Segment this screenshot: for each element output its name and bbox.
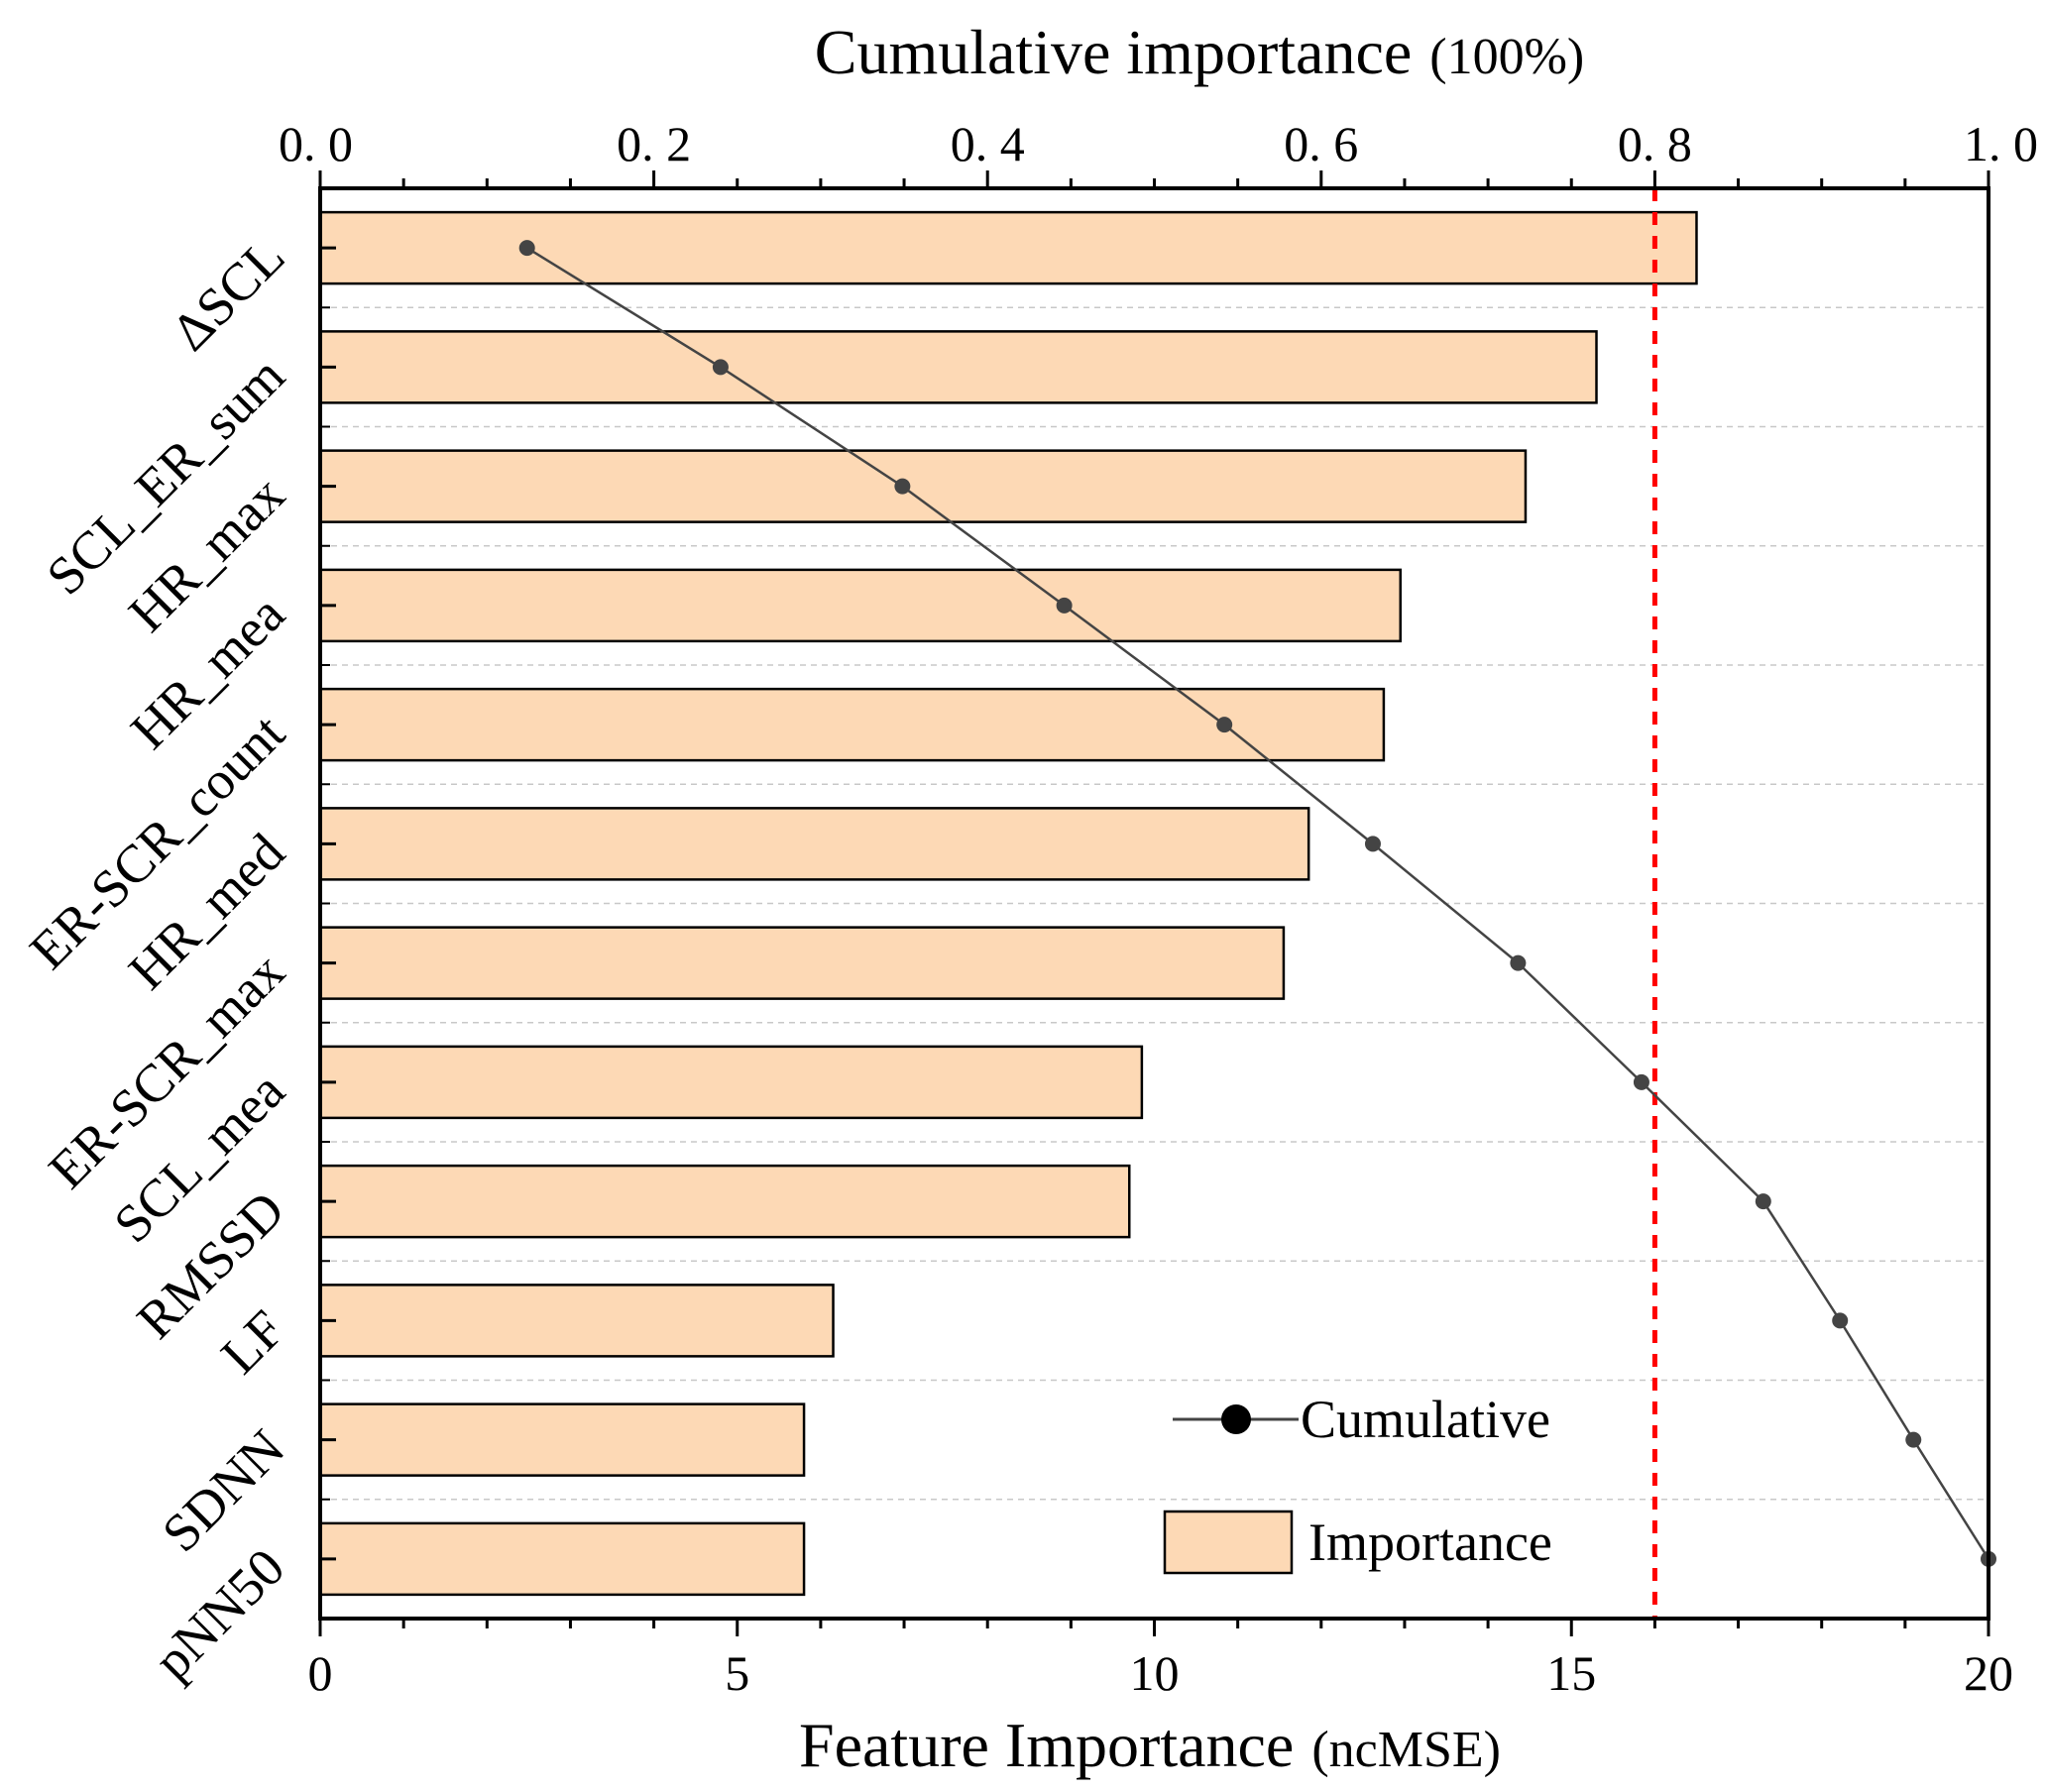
top-axis-title-unit: (100%) xyxy=(1429,29,1584,85)
legend-importance-label: Importance xyxy=(1308,1512,1552,1572)
category-label: pNN50 xyxy=(143,1537,296,1691)
bottom-axis-title-text: Feature Importance xyxy=(799,1710,1294,1780)
bar-pnn50 xyxy=(318,1521,806,1597)
bar-hr-mea xyxy=(318,568,1402,643)
category-label: LF xyxy=(209,1298,295,1385)
axis-ticks xyxy=(318,170,1990,1636)
top-tick-label: 0. 4 xyxy=(951,116,1025,171)
bar-hr-max xyxy=(318,449,1528,523)
cumulative-point-7 xyxy=(1510,954,1527,971)
cumulative-point-4 xyxy=(1056,597,1073,614)
cumulative-point-1 xyxy=(518,240,535,257)
bottom-tick-label: 20 xyxy=(1964,1645,2013,1701)
bar-er-scr-max xyxy=(318,926,1286,1000)
bar-hr-med xyxy=(318,807,1310,881)
legend-cumulative-marker-icon xyxy=(1221,1404,1251,1434)
bar-rmssd xyxy=(318,1164,1131,1239)
category-label: ΔSCL xyxy=(160,226,295,362)
legend: Cumulative Importance xyxy=(1163,1390,1552,1575)
cumulative-point-3 xyxy=(894,478,911,495)
cumulative-point-10 xyxy=(1832,1312,1849,1329)
cumulative-polyline xyxy=(526,247,1990,1560)
cumulative-point-9 xyxy=(1755,1193,1771,1210)
cumulative-point-5 xyxy=(1216,717,1233,733)
grid-lines xyxy=(320,306,1989,1501)
category-label: SDNN xyxy=(151,1418,295,1563)
cumulative-point-6 xyxy=(1364,836,1381,852)
top-tick-label: 0. 0 xyxy=(279,116,353,171)
bottom-tick-label: 0 xyxy=(308,1645,333,1701)
cumulative-point-2 xyxy=(712,359,729,376)
top-tick-label: 0. 2 xyxy=(617,116,691,171)
bottom-tick-label: 5 xyxy=(725,1645,749,1701)
cumulative-point-8 xyxy=(1633,1073,1649,1090)
bar-scl-mea xyxy=(318,1045,1144,1120)
bar-er-scr-count xyxy=(318,687,1386,762)
bottom-axis-title: Feature Importance (ncMSE) xyxy=(799,1710,1501,1780)
bottom-tick-label: 10 xyxy=(1130,1645,1180,1701)
bar-lf xyxy=(318,1284,835,1358)
top-tick-label: 1. 0 xyxy=(1964,116,2038,171)
bar-sdnn xyxy=(318,1402,806,1477)
legend-importance-swatch-icon xyxy=(1163,1510,1294,1575)
legend-cumulative-label: Cumulative xyxy=(1301,1390,1550,1449)
top-axis-title-text: Cumulative importance xyxy=(815,17,1413,87)
top-tick-label: 0. 6 xyxy=(1284,116,1358,171)
bar-scl-er-sum xyxy=(318,330,1598,404)
bottom-axis-title-unit: (ncMSE) xyxy=(1311,1722,1501,1778)
top-tick-label: 0. 8 xyxy=(1618,116,1692,171)
bar--scl xyxy=(318,210,1698,285)
bottom-tick-label: 15 xyxy=(1546,1645,1596,1701)
top-axis-title: Cumulative importance (100%) xyxy=(815,17,1584,87)
cumulative-point-11 xyxy=(1905,1431,1922,1448)
